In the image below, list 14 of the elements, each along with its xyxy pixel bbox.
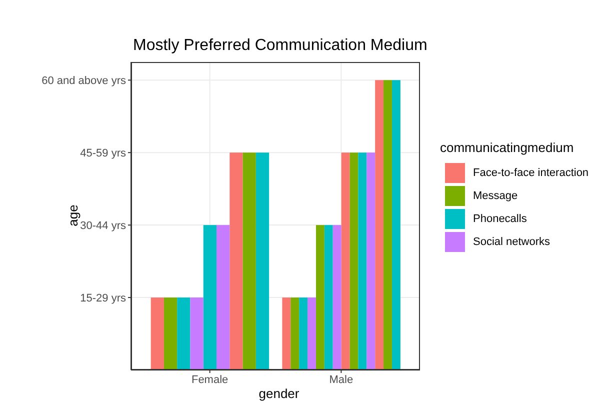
legend-label: Phonecalls: [473, 212, 527, 224]
legend-label: Social networks: [473, 236, 550, 248]
legend-title: communicatingmedium: [440, 140, 575, 155]
y-axis-title: age: [65, 204, 80, 226]
chart-title: Mostly Preferred Communication Medium: [133, 37, 428, 55]
x-tick-label: Male: [329, 374, 354, 386]
text: 15-29 yrs: [80, 292, 126, 304]
text: 60 and above yrs: [42, 75, 126, 88]
legend-label: Message: [473, 190, 518, 202]
x-tick-label: Female: [191, 374, 228, 386]
x-axis-title: gender: [258, 386, 300, 401]
legend-label: Face-to-face interaction: [473, 166, 589, 178]
text: 30-44 yrs: [80, 220, 126, 232]
text: 45-59 yrs: [80, 147, 126, 160]
